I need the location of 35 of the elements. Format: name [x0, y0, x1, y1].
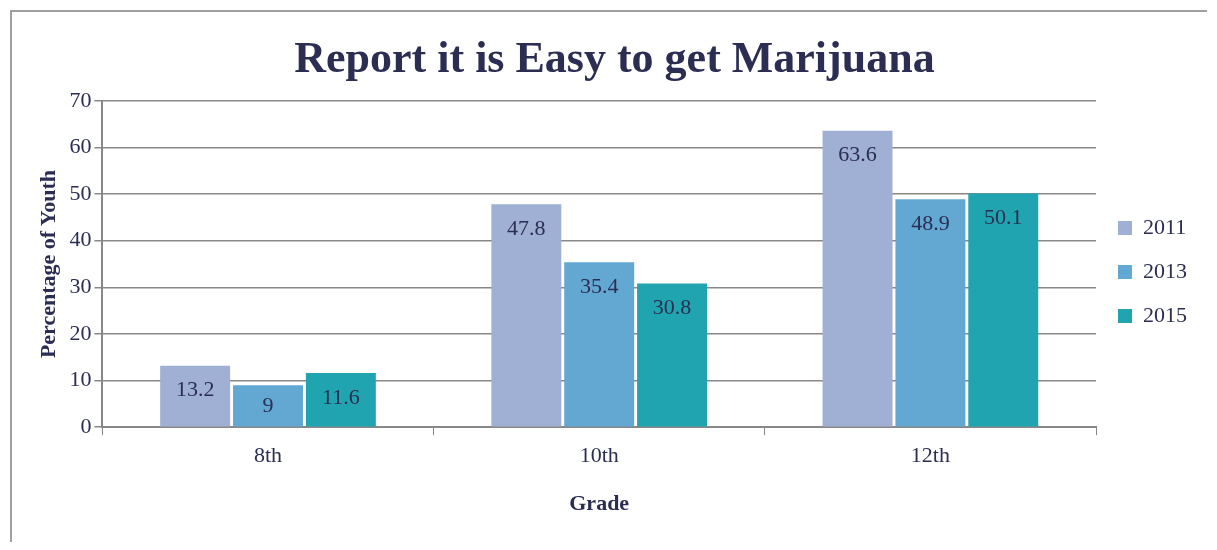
- bar: [491, 204, 562, 427]
- bar: [968, 193, 1039, 427]
- data-label: 63.6: [838, 141, 877, 167]
- data-label: 48.9: [911, 209, 950, 235]
- chart-title: Report it is Easy to get Marijuana: [294, 32, 935, 82]
- y-tick-label: 30: [69, 273, 92, 299]
- y-tick-label: 10: [69, 366, 92, 392]
- y-tick-label: 50: [69, 179, 92, 205]
- x-tick-label: 10th: [579, 442, 619, 468]
- y-tick-label: 40: [69, 226, 92, 252]
- y-tick-label: 60: [69, 133, 92, 159]
- y-tick-label: 0: [80, 412, 92, 438]
- bar: [233, 385, 303, 427]
- data-label: 50.1: [984, 204, 1023, 230]
- data-label: 13.2: [175, 376, 215, 402]
- y-tick-label: 20: [69, 319, 92, 345]
- bar: [822, 130, 893, 427]
- data-label: 35.4: [579, 272, 619, 298]
- y-axis-title: Percentage of Youth: [34, 169, 60, 359]
- bar: [895, 199, 966, 427]
- bar: [637, 283, 708, 427]
- y-tick-label: 70: [69, 86, 92, 112]
- legend-label: 2015: [1143, 301, 1187, 327]
- bar: [160, 365, 231, 427]
- legend-label: 2013: [1143, 257, 1187, 283]
- bar: [564, 262, 635, 427]
- legend-label: 2011: [1143, 213, 1187, 239]
- data-label: 11.6: [322, 383, 360, 409]
- x-tick-label: 12th: [910, 442, 950, 468]
- x-axis-title: Grade: [569, 490, 630, 516]
- data-label: 30.8: [652, 294, 692, 320]
- bar: [305, 373, 376, 427]
- data-label: 47.8: [507, 215, 546, 241]
- x-tick-label: 8th: [253, 442, 283, 468]
- data-label: 9: [262, 391, 274, 417]
